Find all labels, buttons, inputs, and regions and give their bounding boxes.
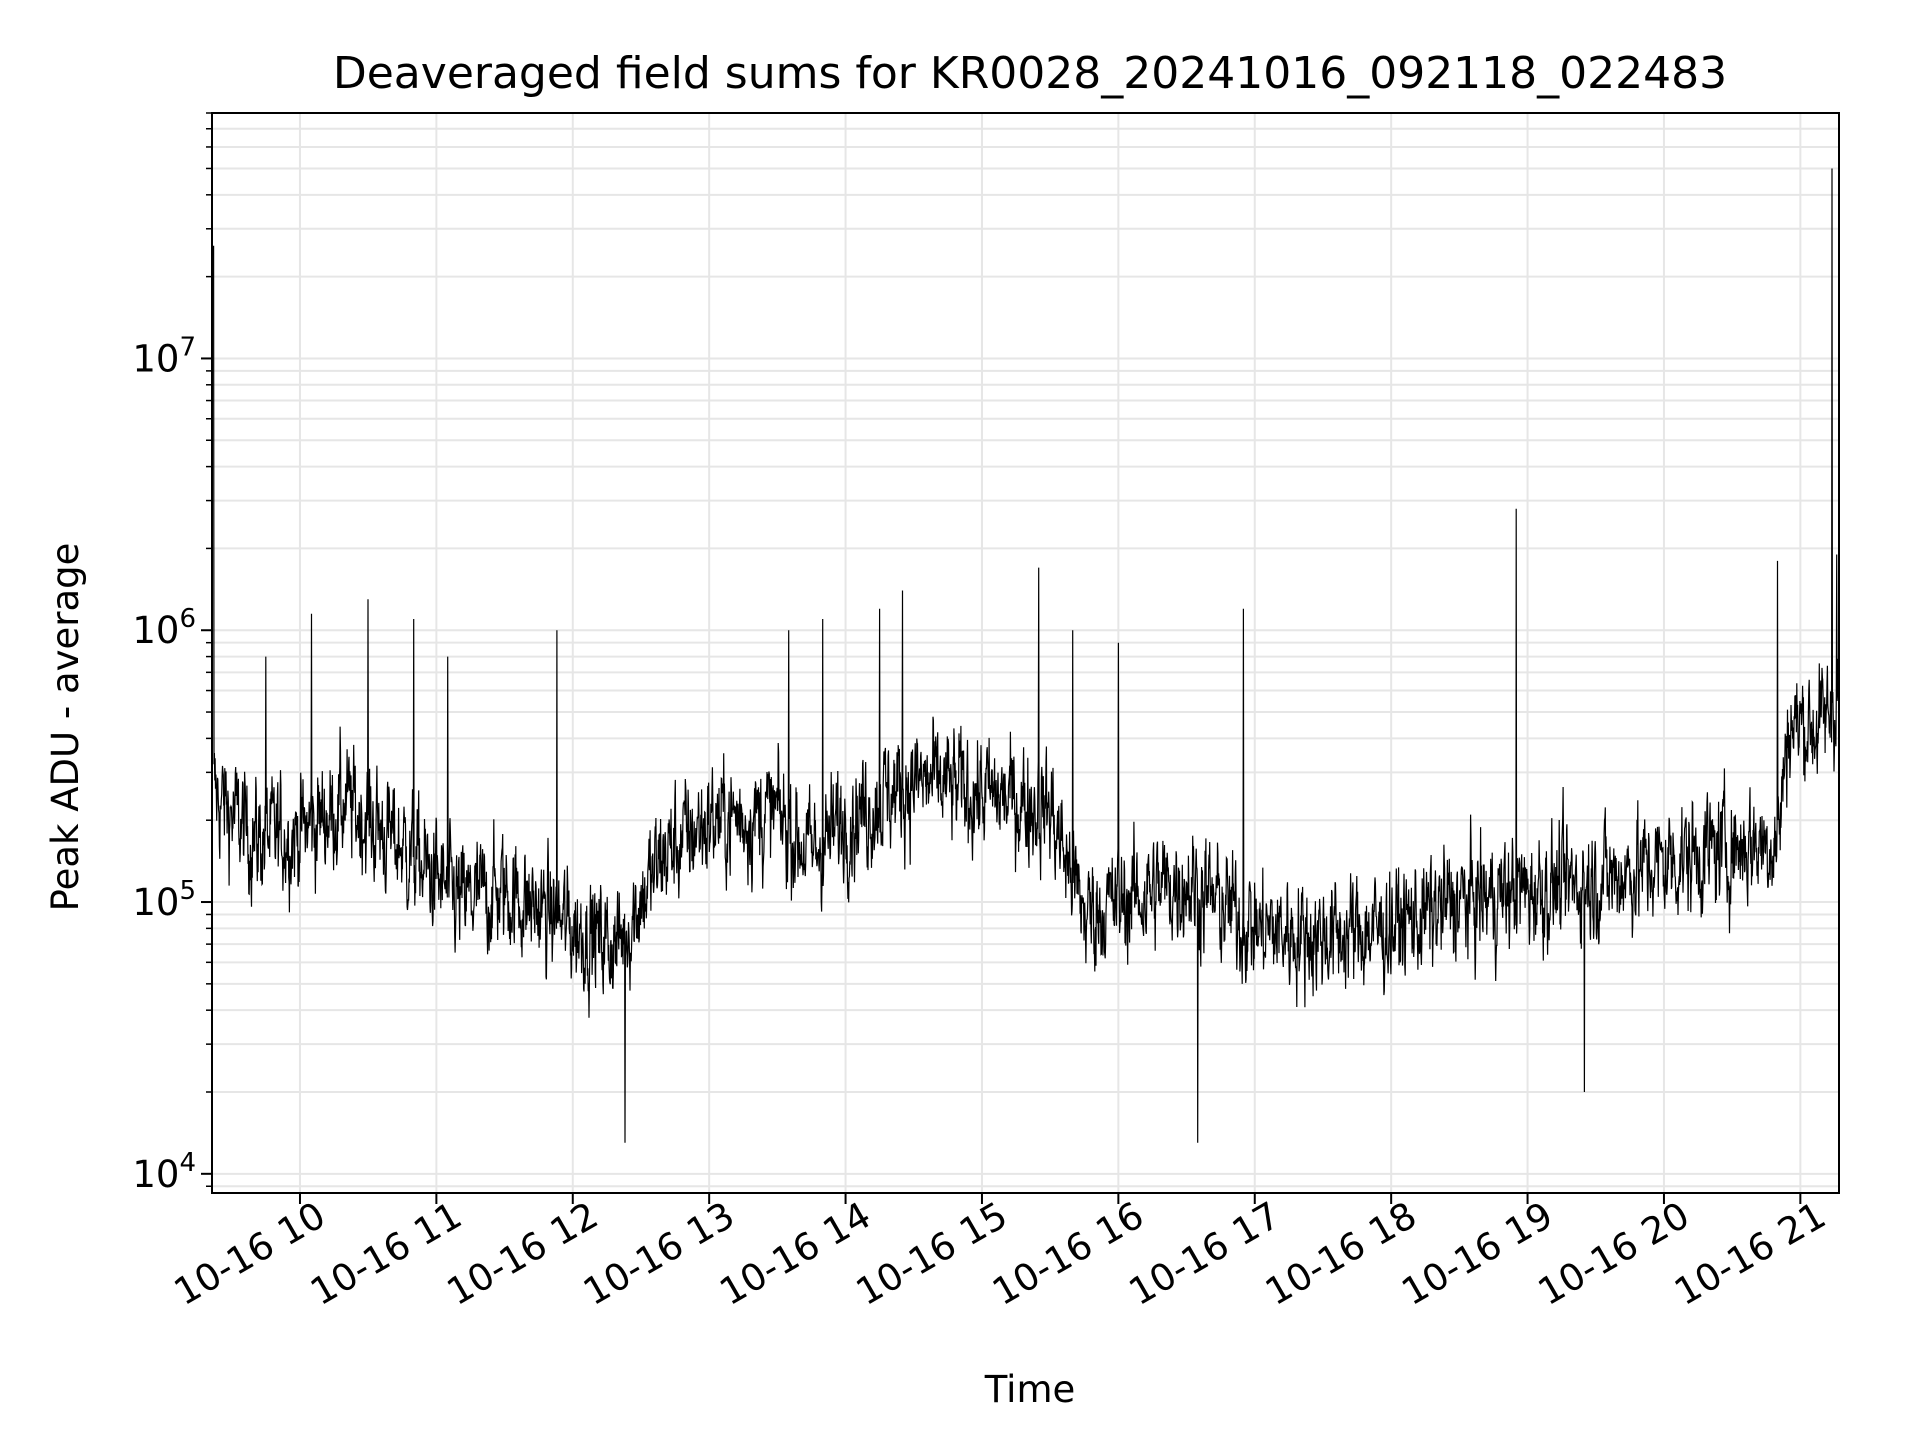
chart-title: Deaveraged field sums for KR0028_2024101… — [333, 48, 1727, 99]
plot-frame — [211, 112, 1840, 1194]
y-tick-label: 107 — [132, 332, 196, 380]
y-tick-label: 105 — [132, 876, 196, 924]
y-axis-label: Peak ADU - average — [44, 543, 87, 912]
series-layer — [213, 168, 1840, 1143]
y-axis-ticks: 104 105 106 107 — [132, 332, 212, 1196]
x-axis-label: Time — [984, 1368, 1076, 1411]
y-tick-label: 106 — [132, 604, 196, 652]
minor-gridlines — [206, 112, 1839, 1188]
series-line — [213, 168, 1840, 1143]
y-tick-label: 104 — [132, 1148, 196, 1196]
major-gridlines — [212, 113, 1839, 1193]
